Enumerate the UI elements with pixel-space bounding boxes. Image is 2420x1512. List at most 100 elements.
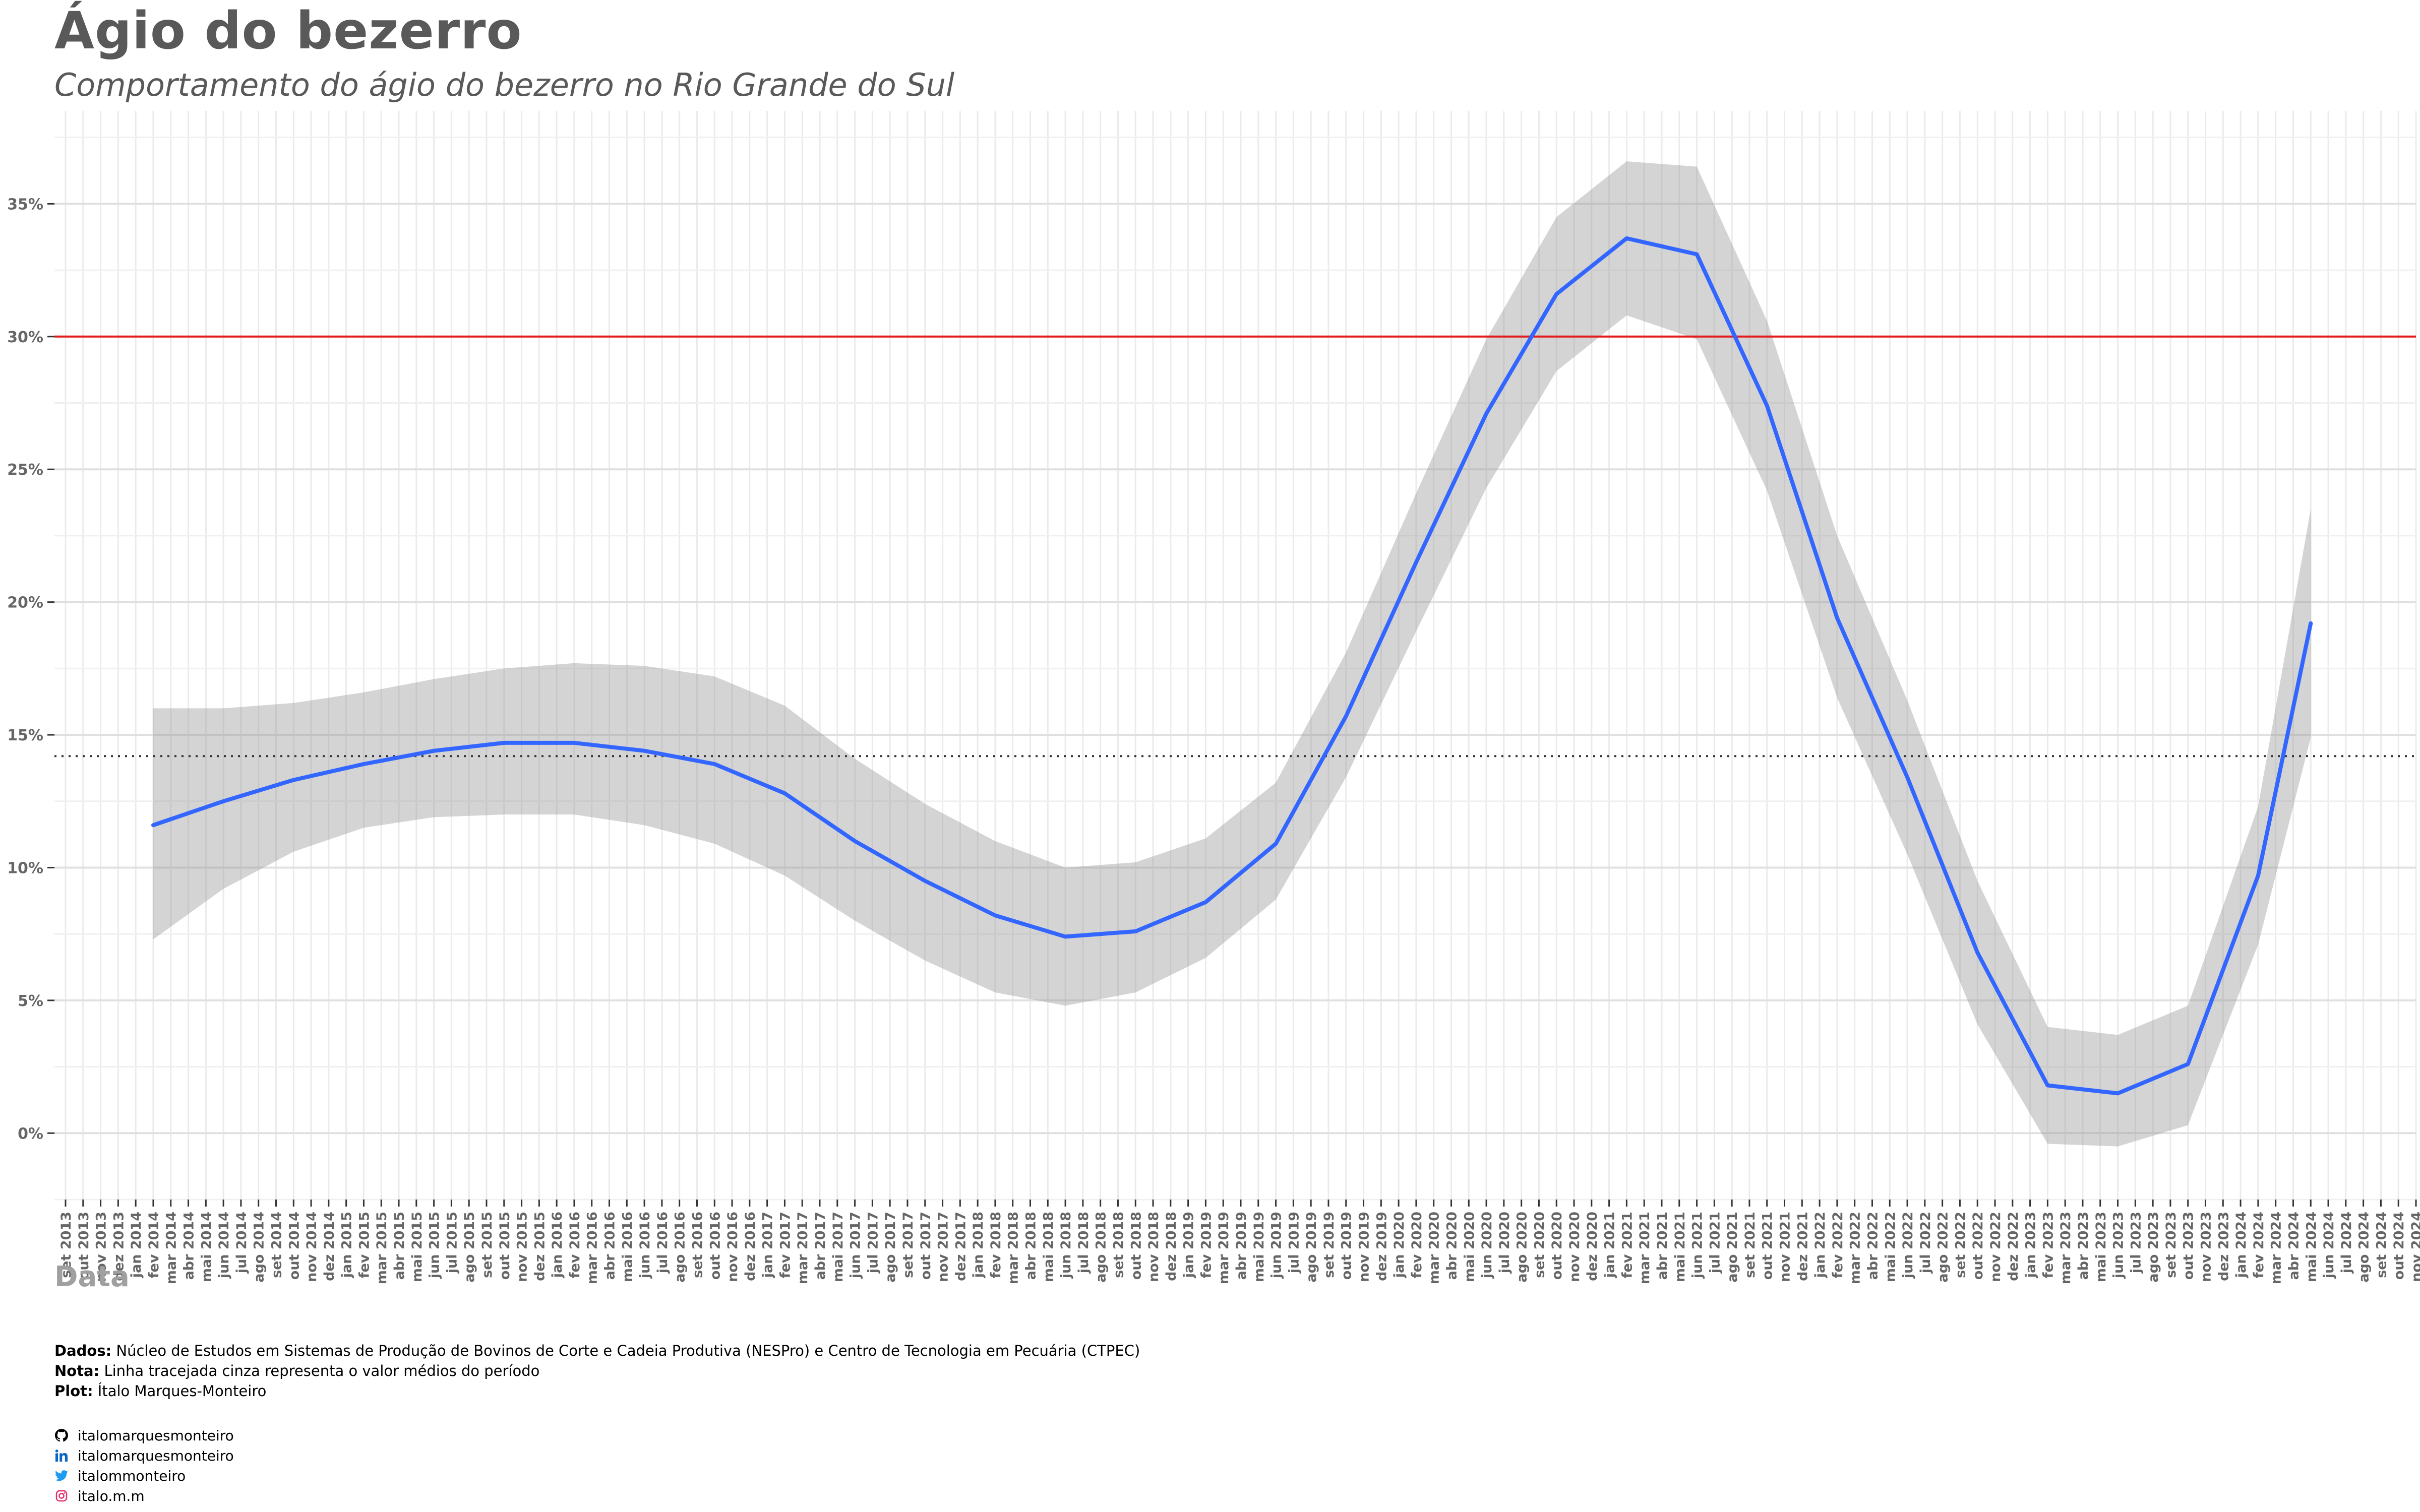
x-tick-label: jan 2024 bbox=[2233, 1212, 2249, 1278]
x-tick-label: mar 2020 bbox=[1427, 1212, 1442, 1284]
x-tick-label: mar 2016 bbox=[585, 1212, 600, 1284]
x-tick-label: abr 2015 bbox=[392, 1212, 407, 1280]
x-tick-label: set 2020 bbox=[1532, 1212, 1547, 1278]
x-tick-label: mar 2018 bbox=[1006, 1212, 1021, 1284]
x-tick-label: nov 2014 bbox=[304, 1212, 320, 1282]
x-tick-label: jul 2018 bbox=[1076, 1212, 1092, 1274]
x-tick-label: set 2022 bbox=[1953, 1212, 1968, 1278]
x-tick-label: nov 2020 bbox=[1567, 1212, 1583, 1282]
x-tick-label: jul 2014 bbox=[234, 1212, 250, 1274]
x-tick-label: nov 2019 bbox=[1357, 1212, 1372, 1282]
x-tick-label: mai 2014 bbox=[199, 1212, 214, 1282]
social-linkedin[interactable]: italomarquesmonteiro bbox=[54, 1445, 234, 1466]
x-tick-label: jul 2020 bbox=[1497, 1212, 1512, 1274]
x-tick-label: out 2016 bbox=[707, 1212, 723, 1280]
x-tick-label: abr 2016 bbox=[602, 1212, 618, 1280]
x-tick-label: fev 2020 bbox=[1409, 1212, 1425, 1278]
x-tick-label: fev 2017 bbox=[777, 1212, 793, 1278]
x-tick-label: jan 2022 bbox=[1812, 1212, 1828, 1278]
x-tick-label: nov 2017 bbox=[936, 1212, 951, 1282]
x-tick-label: ago 2018 bbox=[1094, 1212, 1109, 1283]
x-tick-label: mar 2017 bbox=[795, 1212, 811, 1284]
confidence-band bbox=[153, 161, 2311, 1147]
instagram-handle: italo.m.m bbox=[78, 1487, 145, 1504]
x-tick-label: dez 2022 bbox=[2006, 1212, 2021, 1281]
x-tick-label: out 2017 bbox=[918, 1212, 934, 1280]
x-tick-label: jun 2018 bbox=[1058, 1212, 1074, 1279]
linkedin-handle: italomarquesmonteiro bbox=[78, 1447, 234, 1464]
x-tick-label: fev 2021 bbox=[1619, 1212, 1635, 1278]
x-tick-label: out 2014 bbox=[286, 1212, 302, 1280]
grid-lines bbox=[54, 111, 2417, 1201]
x-tick-label: set 2024 bbox=[2374, 1212, 2389, 1278]
caption: Dados: Núcleo de Estudos em Sistemas de … bbox=[54, 1341, 1140, 1401]
x-tick-label: jun 2016 bbox=[637, 1212, 653, 1279]
social-twitter[interactable]: italommonteiro bbox=[54, 1466, 234, 1486]
x-tick-label: out 2021 bbox=[1760, 1212, 1776, 1280]
x-tick-label: jul 2024 bbox=[2339, 1212, 2354, 1274]
x-tick-label: fev 2022 bbox=[1830, 1212, 1846, 1278]
x-tick-label: out 2019 bbox=[1339, 1212, 1355, 1280]
x-tick-label: set 2019 bbox=[1321, 1212, 1337, 1278]
y-tick-label: 0% bbox=[18, 1125, 43, 1143]
x-tick-label: jul 2022 bbox=[1918, 1212, 1933, 1274]
x-tick-label: dez 2019 bbox=[1374, 1212, 1389, 1281]
x-tick-label: abr 2019 bbox=[1234, 1212, 1249, 1280]
caption-dados: Dados: Núcleo de Estudos em Sistemas de … bbox=[54, 1342, 1140, 1359]
x-tick-label: nov 2021 bbox=[1778, 1212, 1793, 1282]
x-tick-label: jan 2019 bbox=[1181, 1212, 1197, 1278]
x-tick-label: ago 2017 bbox=[883, 1212, 898, 1283]
x-tick-label: jun 2017 bbox=[848, 1212, 864, 1279]
social-instagram[interactable]: italo.m.m bbox=[54, 1486, 234, 1506]
chart-area: 0%5%10%15%20%25%30%35% set 2013 out 2013 n… bbox=[7, 111, 2420, 1290]
x-tick-label: jan 2017 bbox=[760, 1212, 776, 1278]
x-tick-label: abr 2024 bbox=[2286, 1212, 2302, 1280]
trend-line bbox=[151, 236, 2313, 1096]
x-tick-label: jan 2015 bbox=[339, 1212, 355, 1278]
x-tick-label: dez 2014 bbox=[322, 1212, 337, 1281]
y-tick-label: 10% bbox=[7, 859, 43, 877]
x-tick-label: set 2014 bbox=[269, 1212, 284, 1278]
x-tick-label: mai 2023 bbox=[2093, 1212, 2109, 1282]
twitter-handle: italommonteiro bbox=[78, 1467, 186, 1484]
x-tick-label: ago 2019 bbox=[1304, 1212, 1319, 1283]
x-tick-label: jun 2021 bbox=[1690, 1212, 1706, 1279]
x-tick-label: abr 2023 bbox=[2076, 1212, 2091, 1280]
x-tick-label: abr 2022 bbox=[1865, 1212, 1881, 1280]
x-axis-title: Data bbox=[54, 1261, 130, 1290]
x-tick-label: mai 2017 bbox=[830, 1212, 846, 1282]
x-tick-label: ago 2023 bbox=[2146, 1212, 2161, 1283]
x-tick-label: mai 2020 bbox=[1462, 1212, 1477, 1282]
x-tick-label: jul 2023 bbox=[2128, 1212, 2144, 1274]
x-tick-label: ago 2016 bbox=[673, 1212, 688, 1283]
x-tick-label: jan 2014 bbox=[129, 1212, 144, 1278]
x-tick-label: ago 2014 bbox=[252, 1212, 267, 1283]
x-tick-label: ago 2022 bbox=[1935, 1212, 1951, 1283]
x-tick-label: mar 2023 bbox=[2058, 1212, 2074, 1284]
x-tick-label: out 2015 bbox=[497, 1212, 513, 1280]
x-tick-label: out 2020 bbox=[1549, 1212, 1565, 1280]
social-github[interactable]: italomarquesmonteiro bbox=[54, 1425, 234, 1445]
x-tick-label: dez 2017 bbox=[953, 1212, 969, 1281]
y-tick-label: 30% bbox=[7, 329, 43, 346]
twitter-icon bbox=[54, 1469, 69, 1483]
y-axis: 0% 5% 10% 15% 20% 25% 30% 35% bbox=[7, 196, 54, 1143]
x-tick-label: nov 2024 bbox=[2409, 1212, 2420, 1282]
x-tick-label: abr 2018 bbox=[1023, 1212, 1039, 1280]
x-tick-label: jun 2019 bbox=[1269, 1212, 1285, 1279]
x-tick-label: nov 2016 bbox=[725, 1212, 741, 1282]
x-tick-label: nov 2022 bbox=[1988, 1212, 2004, 1282]
x-tick-label: fev 2023 bbox=[2040, 1212, 2056, 1278]
x-tick-label: set 2016 bbox=[690, 1212, 705, 1278]
github-icon bbox=[54, 1428, 69, 1442]
y-tick-label: 15% bbox=[7, 727, 43, 744]
x-tick-label: jun 2014 bbox=[216, 1212, 232, 1279]
x-tick-label: set 2015 bbox=[479, 1212, 495, 1278]
x-tick-label: mai 2022 bbox=[1883, 1212, 1898, 1282]
x-tick-label: mai 2024 bbox=[2304, 1212, 2319, 1282]
x-tick-label: jul 2015 bbox=[444, 1212, 460, 1274]
x-tick-label: fev 2014 bbox=[146, 1212, 162, 1278]
x-tick-label: mai 2016 bbox=[620, 1212, 635, 1282]
x-tick-label: mar 2022 bbox=[1848, 1212, 1863, 1284]
x-tick-label: nov 2015 bbox=[515, 1212, 530, 1282]
